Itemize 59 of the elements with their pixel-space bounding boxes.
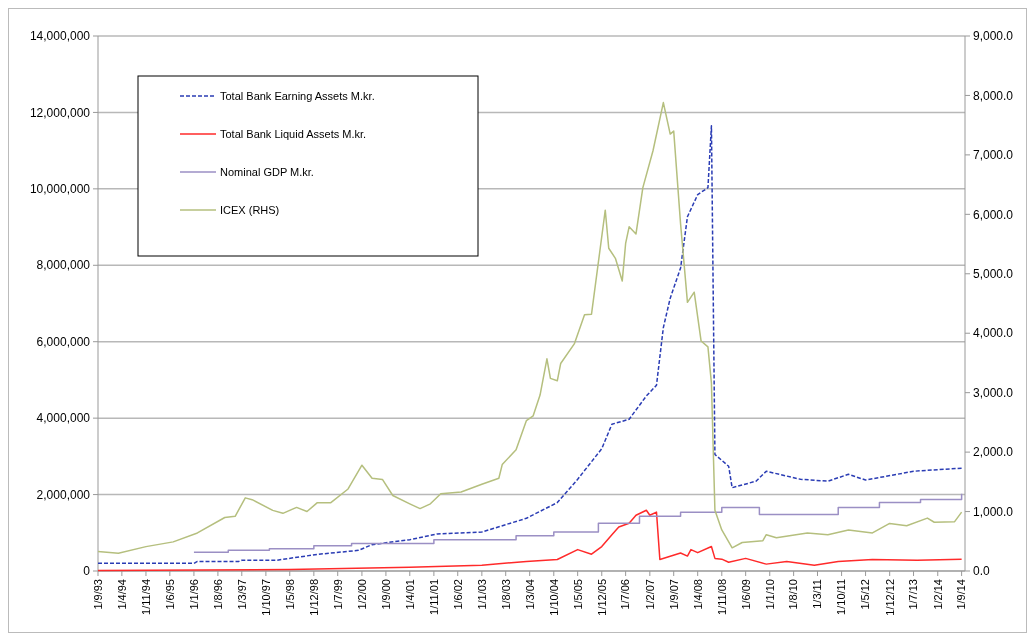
- y-tick-label: 14,000,000: [29, 29, 91, 44]
- x-tick-label: 1/3/11: [811, 579, 824, 609]
- y-tick-label: 10,000,000: [29, 182, 91, 197]
- y2-tick-label: 7,000.0: [973, 148, 1014, 163]
- x-tick-label: 1/6/09: [739, 579, 752, 610]
- y-tick-label: 2,000,000: [36, 487, 91, 502]
- y-tick-label: 0: [83, 564, 91, 579]
- x-tick-label: 1/12/98: [307, 579, 320, 616]
- x-tick-label: 1/11/08: [715, 579, 728, 615]
- x-tick-label: 1/2/00: [355, 579, 368, 610]
- x-tick-label: 1/1/10: [763, 579, 776, 610]
- x-tick-label: 1/3/97: [235, 579, 248, 610]
- x-tick-label: 1/2/14: [931, 579, 944, 610]
- legend-label: Total Bank Earning Assets M.kr.: [220, 89, 375, 102]
- x-tick-label: 1/5/98: [283, 579, 296, 610]
- x-tick-label: 1/9/93: [91, 579, 104, 610]
- legend-label: ICEX (RHS): [220, 203, 280, 216]
- x-tick-label: 1/11/94: [139, 579, 152, 615]
- y-tick-label: 12,000,000: [29, 105, 91, 120]
- x-tick-label: 1/9/00: [379, 579, 392, 610]
- y2-tick-label: 9,000.0: [973, 29, 1014, 44]
- x-tick-label: 1/4/08: [691, 579, 704, 610]
- y-tick-label: 8,000,000: [36, 258, 91, 273]
- x-tick-label: 1/7/06: [619, 579, 632, 610]
- x-tick-label: 1/5/05: [571, 579, 584, 610]
- y-tick-label: 4,000,000: [36, 411, 91, 426]
- x-tick-label: 1/5/12: [859, 579, 872, 610]
- x-tick-label: 1/10/97: [259, 579, 272, 616]
- x-tick-label: 1/4/94: [115, 579, 128, 610]
- y2-tick-label: 6,000.0: [973, 207, 1014, 222]
- x-tick-label: 1/11/01: [427, 579, 440, 615]
- x-tick-label: 1/7/13: [907, 579, 920, 610]
- y2-tick-label: 5,000.0: [973, 266, 1014, 281]
- x-tick-label: 1/3/04: [523, 579, 536, 610]
- y2-tick-label: 4,000.0: [973, 326, 1014, 341]
- x-tick-label: 1/6/02: [451, 579, 464, 610]
- x-tick-label: 1/8/03: [499, 579, 512, 610]
- y2-tick-label: 0.0: [973, 564, 991, 579]
- x-tick-label: 1/8/10: [787, 579, 800, 610]
- y2-tick-label: 2,000.0: [973, 445, 1014, 460]
- x-tick-label: 1/6/95: [163, 579, 176, 610]
- x-tick-label: 1/10/11: [835, 579, 848, 615]
- y2-tick-label: 3,000.0: [973, 385, 1014, 400]
- x-tick-label: 1/2/07: [643, 579, 656, 610]
- legend-label: Nominal GDP M.kr.: [220, 165, 314, 178]
- x-tick-label: 1/4/01: [403, 579, 416, 610]
- y2-tick-label: 1,000.0: [973, 504, 1014, 519]
- y2-tick-label: 8,000.0: [973, 88, 1014, 103]
- x-tick-label: 1/9/07: [667, 579, 680, 610]
- x-tick-label: 1/12/12: [883, 579, 896, 616]
- x-tick-label: 1/10/04: [547, 579, 560, 616]
- x-tick-label: 1/1/03: [475, 579, 488, 610]
- x-tick-label: 1/8/96: [211, 579, 224, 610]
- x-tick-label: 1/9/14: [955, 579, 968, 610]
- legend-label: Total Bank Liquid Assets M.kr.: [220, 127, 367, 140]
- x-tick-label: 1/1/96: [187, 579, 200, 610]
- x-tick-label: 1/12/05: [595, 579, 608, 616]
- x-tick-label: 1/7/99: [331, 579, 344, 610]
- y-tick-label: 6,000,000: [36, 334, 91, 349]
